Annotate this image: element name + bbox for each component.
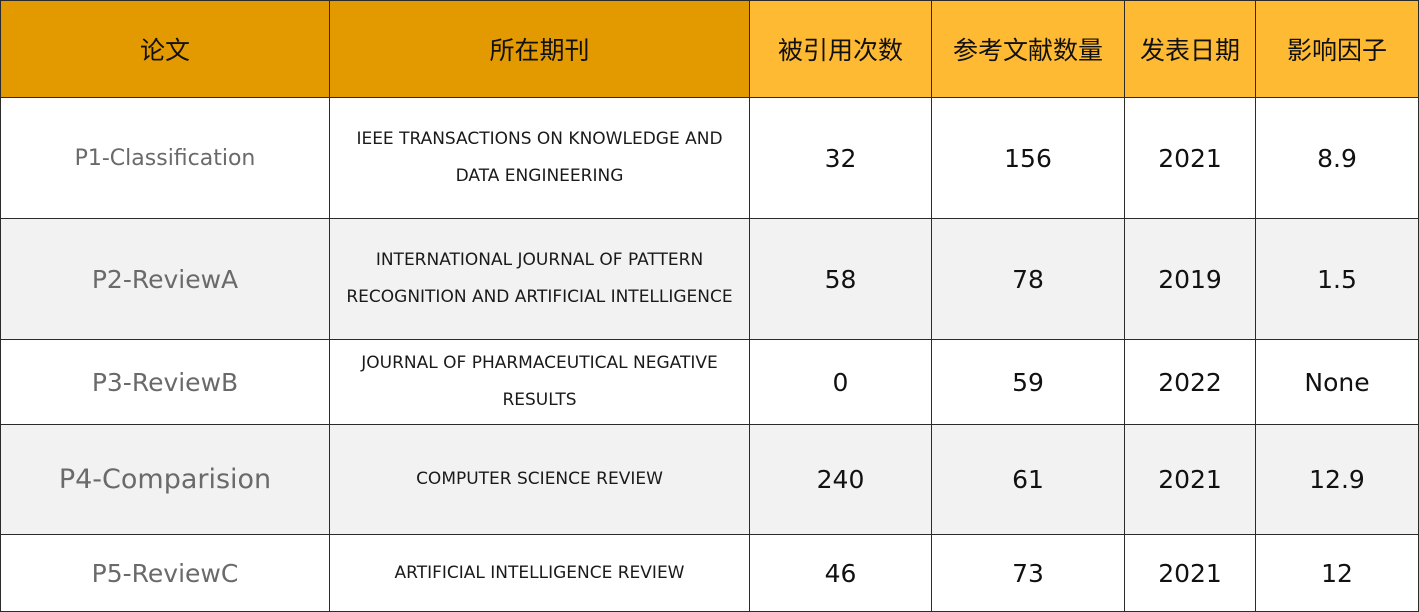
cell-impact: 12.9 xyxy=(1255,424,1419,535)
header-impact: 影响因子 xyxy=(1255,0,1419,98)
cell-journal: COMPUTER SCIENCE REVIEW xyxy=(329,424,750,535)
cell-date: 2019 xyxy=(1124,218,1256,340)
cell-paper: P2-ReviewA xyxy=(0,218,330,340)
header-references: 参考文献数量 xyxy=(931,0,1125,98)
table-row: P3-ReviewB JOURNAL OF PHARMACEUTICAL NEG… xyxy=(0,339,1419,425)
cell-impact: 12 xyxy=(1255,534,1419,612)
cell-citations: 46 xyxy=(749,534,932,612)
cell-citations: 240 xyxy=(749,424,932,535)
cell-impact: 8.9 xyxy=(1255,97,1419,219)
cell-references: 59 xyxy=(931,339,1125,425)
cell-paper: P1-Classification xyxy=(0,97,330,219)
cell-journal: ARTIFICIAL INTELLIGENCE REVIEW xyxy=(329,534,750,612)
cell-paper: P5-ReviewC xyxy=(0,534,330,612)
cell-paper: P3-ReviewB xyxy=(0,339,330,425)
cell-paper: P4-Comparision xyxy=(0,424,330,535)
header-row: 论文 所在期刊 被引用次数 参考文献数量 发表日期 影响因子 xyxy=(0,0,1419,98)
cell-date: 2021 xyxy=(1124,424,1256,535)
table-row: P5-ReviewC ARTIFICIAL INTELLIGENCE REVIE… xyxy=(0,534,1419,612)
cell-date: 2022 xyxy=(1124,339,1256,425)
cell-date: 2021 xyxy=(1124,534,1256,612)
header-citations: 被引用次数 xyxy=(749,0,932,98)
cell-references: 78 xyxy=(931,218,1125,340)
cell-citations: 32 xyxy=(749,97,932,219)
table-row: P1-Classification IEEE TRANSACTIONS ON K… xyxy=(0,97,1419,219)
table-row: P2-ReviewA INTERNATIONAL JOURNAL OF PATT… xyxy=(0,218,1419,340)
cell-references: 73 xyxy=(931,534,1125,612)
cell-citations: 0 xyxy=(749,339,932,425)
cell-impact: None xyxy=(1255,339,1419,425)
cell-journal: INTERNATIONAL JOURNAL OF PATTERN RECOGNI… xyxy=(329,218,750,340)
table-row: P4-Comparision COMPUTER SCIENCE REVIEW 2… xyxy=(0,424,1419,535)
cell-references: 156 xyxy=(931,97,1125,219)
cell-references: 61 xyxy=(931,424,1125,535)
cell-journal: IEEE TRANSACTIONS ON KNOWLEDGE AND DATA … xyxy=(329,97,750,219)
cell-citations: 58 xyxy=(749,218,932,340)
cell-journal: JOURNAL OF PHARMACEUTICAL NEGATIVE RESUL… xyxy=(329,339,750,425)
header-date: 发表日期 xyxy=(1124,0,1256,98)
header-journal: 所在期刊 xyxy=(329,0,750,98)
header-paper: 论文 xyxy=(0,0,330,98)
cell-date: 2021 xyxy=(1124,97,1256,219)
cell-impact: 1.5 xyxy=(1255,218,1419,340)
